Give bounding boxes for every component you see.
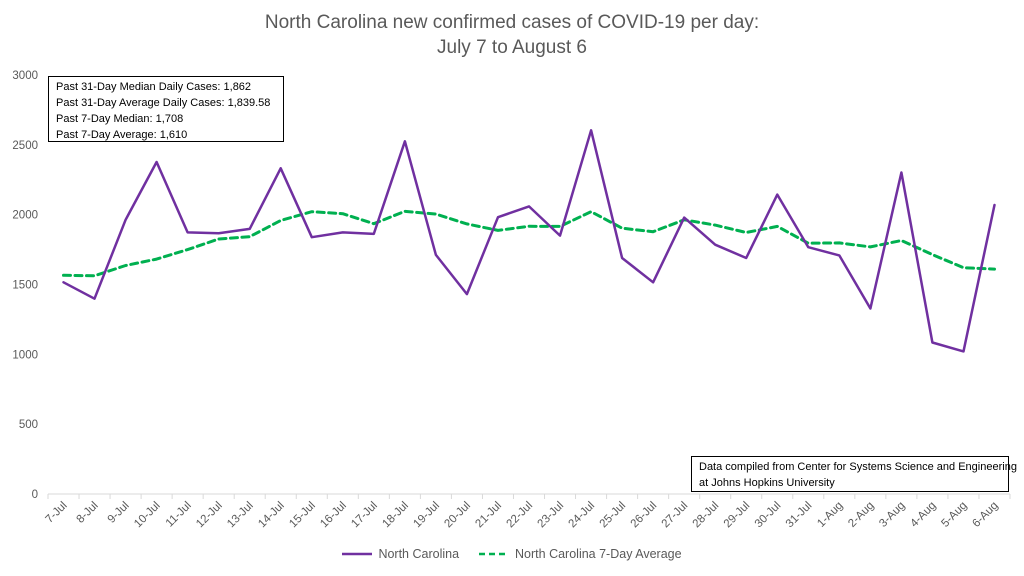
- x-tick-label: 15-Jul: [287, 500, 318, 531]
- x-tick-label: 11-Jul: [164, 500, 194, 530]
- stats-box: Past 31-Day Median Daily Cases: 1,862 Pa…: [48, 76, 284, 142]
- source-line: Data compiled from Center for Systems Sc…: [699, 461, 1017, 473]
- x-tick-label: 9-Jul: [106, 500, 132, 526]
- y-tick-label: 0: [32, 489, 38, 501]
- x-tick-label: 17-Jul: [349, 500, 380, 531]
- legend-item: North Carolina: [342, 547, 459, 561]
- x-tick-label: 5-Aug: [939, 500, 969, 530]
- x-tick-label: 25-Jul: [598, 500, 629, 531]
- x-tick-label: 22-Jul: [504, 500, 535, 531]
- x-tick-label: 1-Aug: [815, 500, 845, 530]
- stats-line: Past 31-Day Median Daily Cases: 1,862: [56, 81, 252, 93]
- source-box: Data compiled from Center for Systems Sc…: [691, 456, 1017, 492]
- x-tick-label: 13-Jul: [225, 500, 256, 531]
- x-tick-label: 16-Jul: [318, 500, 349, 531]
- x-tick-label: 26-Jul: [629, 500, 660, 531]
- x-tick-label: 29-Jul: [722, 500, 753, 531]
- stats-line: Past 7-Day Average: 1,610: [56, 129, 188, 141]
- x-tick-label: 7-Jul: [44, 500, 70, 526]
- x-tick-label: 28-Jul: [691, 500, 722, 531]
- stats-line: Past 31-Day Average Daily Cases: 1,839.5…: [56, 97, 271, 109]
- x-tick-label: 10-Jul: [132, 500, 163, 531]
- legend: North Carolina North Carolina 7-Day Aver…: [0, 547, 1024, 561]
- x-tick-label: 8-Jul: [75, 500, 101, 526]
- y-tick-label: 2500: [12, 140, 38, 152]
- x-tick-label: 18-Jul: [380, 500, 411, 531]
- y-tick-label: 500: [19, 419, 38, 431]
- x-tick-label: 14-Jul: [256, 500, 287, 531]
- y-tick-label: 3000: [12, 70, 38, 82]
- x-tick-label: 6-Aug: [970, 500, 1000, 530]
- x-tick-label: 30-Jul: [753, 500, 784, 531]
- x-tick-label: 2-Aug: [846, 500, 876, 530]
- y-tick-label: 2000: [12, 210, 38, 222]
- source-line: at Johns Hopkins University: [699, 477, 835, 489]
- series-line-7day-average: [62, 209, 996, 278]
- x-tick-label: 4-Aug: [908, 500, 938, 530]
- y-tick-label: 1000: [12, 349, 38, 361]
- series-line-north-carolina: [62, 129, 996, 353]
- legend-item: North Carolina 7-Day Average: [479, 547, 682, 561]
- chart-title-line1: North Carolina new confirmed cases of CO…: [264, 12, 760, 33]
- y-tick-label: 1500: [12, 280, 38, 292]
- chart-title: North Carolina new confirmed cases of CO…: [0, 10, 1024, 60]
- x-tick-label: 12-Jul: [194, 500, 225, 531]
- legend-swatch-solid: [342, 552, 373, 556]
- x-tick-label: 19-Jul: [411, 500, 442, 531]
- legend-swatch-dashed: [479, 552, 510, 556]
- x-tick-label: 24-Jul: [567, 500, 598, 531]
- x-tick-label: 31-Jul: [784, 500, 815, 531]
- x-tick-label: 20-Jul: [442, 500, 473, 531]
- legend-label: North Carolina 7-Day Average: [515, 547, 682, 561]
- x-tick-label: 3-Aug: [877, 500, 907, 530]
- stats-line: Past 7-Day Median: 1,708: [56, 113, 184, 125]
- legend-label: North Carolina: [378, 547, 460, 561]
- chart-title-line2: July 7 to August 6: [437, 37, 587, 58]
- x-tick-label: 27-Jul: [660, 500, 691, 531]
- x-tick-label: 21-Jul: [473, 500, 504, 531]
- x-tick-label: 23-Jul: [536, 500, 567, 531]
